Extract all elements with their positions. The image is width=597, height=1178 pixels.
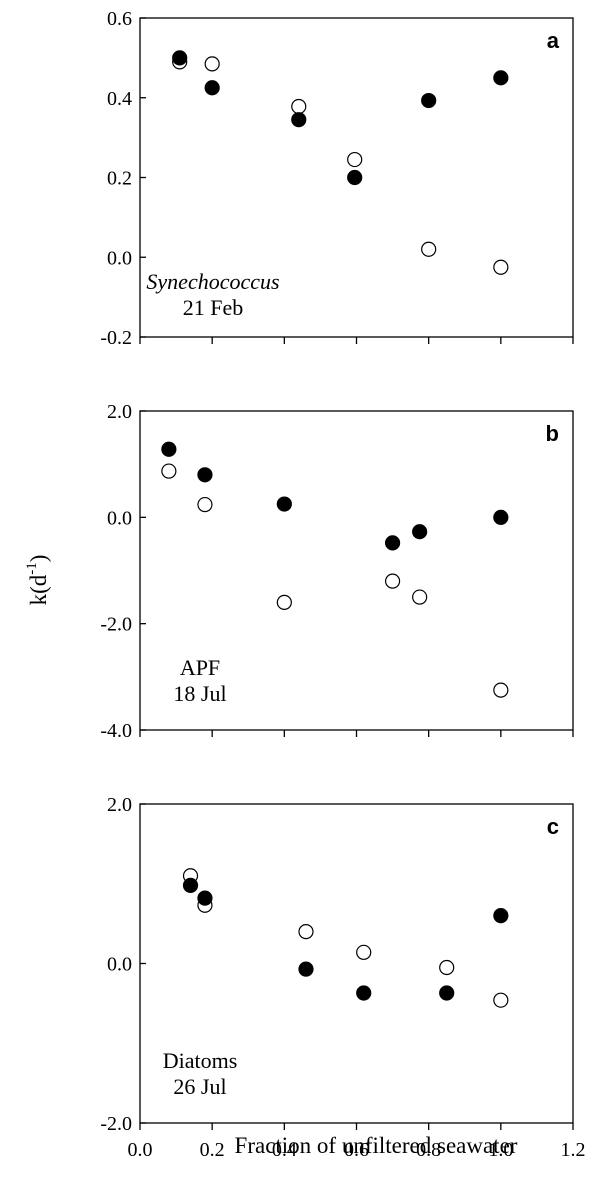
panel-annotation-line: 26 Jul [173,1074,226,1099]
open-point [347,151,363,168]
x-tick-label: 0.6 [344,1139,369,1161]
y-tick-label: 0.0 [107,954,132,976]
x-axis-label: Fraction of unfiltered seawater [235,1133,518,1158]
open-point [356,944,372,960]
filled-point [161,441,177,457]
y-tick-label: 2.0 [107,401,132,423]
filled-point [412,524,428,540]
filled-point [384,535,401,551]
panel-annotation-line: Diatoms [163,1048,238,1073]
panel-annotation-line: 21 Feb [183,295,244,320]
open-point [161,463,177,479]
open-point [384,573,401,589]
x-tick-label: 0.8 [416,1139,441,1161]
open-point [204,56,220,72]
y-axis-label-close: ) [26,555,51,563]
panel-annotation-line: 18 Jul [173,681,226,706]
y-tick-label: -4.0 [100,720,132,742]
x-tick-label: 0.2 [200,1139,225,1161]
y-axis-label-sup: -1 [24,562,40,575]
filled-point [298,961,314,977]
y-tick-label: -2.0 [100,1113,132,1135]
open-point [412,589,428,605]
y-tick-label: 2.0 [107,794,132,816]
panel-letter: c [547,814,559,839]
filled-point [204,80,220,96]
x-tick-label: 0.0 [128,1139,153,1161]
filled-point [172,50,188,66]
panel-c: -2.0 0.0 2.0 0.0 0.2 0.4 0.6 0.8 1.0 1.2 c Diatoms2… [100,794,585,1161]
open-point [493,259,509,275]
panel-letter: a [547,28,560,53]
filled-point [197,890,213,906]
filled-point [276,496,292,512]
panel-annotation-line: APF [180,655,220,680]
y-axis-label-main: k(d [26,574,51,605]
y-axis-label: k(d-1) [24,555,51,606]
x-tick-label: 0.4 [272,1139,297,1161]
open-point [439,959,455,976]
filled-point [493,908,509,924]
filled-point [421,92,437,109]
y-tick-label: 0.4 [107,88,132,110]
filled-point [347,169,363,186]
filled-point [356,985,372,1001]
open-point [197,496,213,513]
filled-point [197,467,213,483]
open-point [276,594,292,611]
panel-letter: b [546,421,559,446]
open-point [493,682,509,698]
y-tick-label: -0.2 [100,327,132,349]
open-point [493,992,509,1008]
x-tick-label: 1.2 [561,1139,586,1161]
filled-point [439,985,455,1001]
open-point [291,98,307,115]
y-tick-label: 0.0 [107,507,132,529]
y-tick-label: 0.0 [107,247,132,269]
filled-point [291,112,307,128]
x-tick-label: 1.0 [488,1139,513,1161]
y-tick-label: 0.2 [107,168,132,190]
y-tick-label: -2.0 [100,614,132,636]
y-tick-label: 0.6 [107,8,132,30]
filled-point [493,70,509,86]
filled-point [182,877,199,893]
filled-point [493,509,509,525]
open-point [298,923,314,940]
panel-annotation-line: Synechococcus [146,269,279,294]
open-point [421,241,437,257]
